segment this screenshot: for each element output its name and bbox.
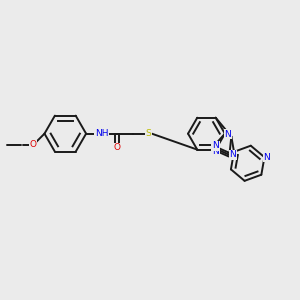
- Text: N: N: [212, 148, 219, 157]
- Text: O: O: [113, 143, 121, 152]
- Text: N: N: [212, 141, 219, 150]
- Text: O: O: [30, 140, 37, 149]
- Text: N: N: [224, 130, 231, 139]
- Text: S: S: [145, 129, 151, 138]
- Text: N: N: [263, 153, 270, 162]
- Text: NH: NH: [95, 129, 108, 138]
- Text: N: N: [230, 150, 236, 159]
